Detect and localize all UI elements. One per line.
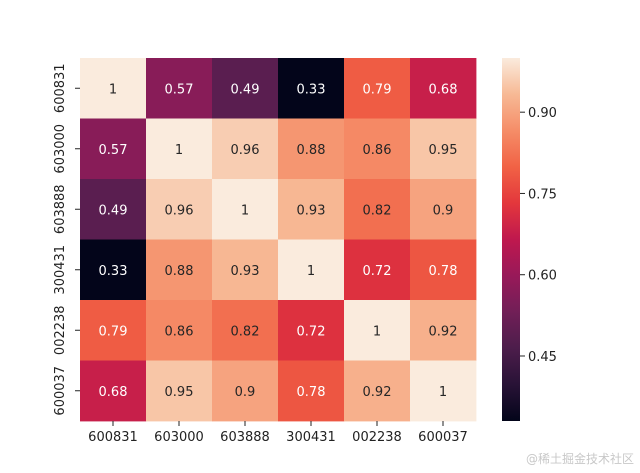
heatmap-cell-r3-c5 [410,239,477,301]
row-tick-label-1: 603000 [53,124,68,174]
heatmap-cell-r5-c2 [212,360,279,422]
heatmap-cell-r5-c0 [80,360,147,422]
colorbar-tick-label-3: 0.90 [528,106,557,121]
cell-value-label-r1-c2: 0.96 [231,143,260,158]
heatmap-cell-r1-c0 [80,118,147,180]
row-tick-label-4: 002238 [53,305,68,355]
column-tick-label-2: 603888 [220,430,270,445]
heatmap-cell-r4-c0 [80,300,147,361]
cell-value-label-r5-c3: 0.78 [297,385,326,400]
cell-value-label-r3-c3: 1 [307,264,315,279]
cell-value-label-r0-c2: 0.49 [231,82,260,97]
heatmap-cell-r3-c0 [80,239,147,301]
cell-value-label-r5-c5: 1 [439,385,447,400]
heatmap-cell-r0-c3 [278,58,345,119]
heatmap-cell-r1-c1 [146,118,213,180]
heatmap-cell-r3-c2 [212,239,279,301]
cell-value-label-r0-c4: 0.79 [363,82,392,97]
cell-value-label-r4-c3: 0.72 [297,324,326,339]
cell-value-label-r4-c0: 0.79 [99,324,128,339]
cell-value-label-r0-c1: 0.57 [165,82,194,97]
cell-value-label-r1-c3: 0.88 [297,143,326,158]
row-tick-label-0: 600831 [53,63,68,113]
heatmap-cell-r4-c2 [212,300,279,361]
heatmap-cell-r2-c2 [212,179,279,240]
cell-value-label-r3-c1: 0.88 [165,264,194,279]
heatmap-cell-r2-c0 [80,179,147,240]
heatmap-cell-r0-c5 [410,58,477,119]
cell-value-label-r2-c3: 0.93 [297,203,326,218]
colorbar-tick-label-1: 0.60 [528,269,557,284]
column-tick-label-4: 002238 [352,430,402,445]
column-tick-label-5: 600037 [418,430,468,445]
heatmap-cell-r1-c2 [212,118,279,180]
heatmap-cell-r1-c3 [278,118,345,180]
cell-value-label-r4-c2: 0.82 [231,324,260,339]
cell-value-label-r2-c2: 1 [241,203,249,218]
column-tick-label-3: 300431 [286,430,336,445]
heatmap-cell-r5-c5 [410,360,477,422]
cell-value-label-r3-c4: 0.72 [363,264,392,279]
row-tick-label-2: 603888 [53,184,68,234]
cell-value-label-r1-c1: 1 [175,143,183,158]
colorbar [502,58,520,421]
cell-value-label-r0-c3: 0.33 [297,82,326,97]
colorbar-tick-label-2: 0.75 [528,187,557,202]
row-tick-label-3: 300431 [53,245,68,295]
heatmap-cell-r4-c3 [278,300,345,361]
heatmap-cell-r5-c3 [278,360,345,422]
heatmap-cell-r0-c1 [146,58,213,119]
column-tick-label-1: 603000 [154,430,204,445]
colorbar-tick-label-0: 0.45 [528,350,557,365]
cell-value-label-r5-c0: 0.68 [99,385,128,400]
cell-value-label-r1-c4: 0.86 [363,143,392,158]
watermark: @稀土掘金技术社区 [525,452,634,466]
heatmap-cell-r2-c4 [344,179,411,240]
heatmap-cell-r0-c4 [344,58,411,119]
heatmap-cell-r5-c1 [146,360,213,422]
cell-value-label-r1-c5: 0.95 [429,143,458,158]
heatmap-cell-r0-c0 [80,58,147,119]
cell-value-label-r2-c5: 0.9 [433,203,454,218]
cell-value-label-r4-c1: 0.86 [165,324,194,339]
heatmap-cell-r0-c2 [212,58,279,119]
heatmap-cell-r1-c5 [410,118,477,180]
heatmap-cell-r3-c3 [278,239,345,301]
heatmap-cell-r2-c5 [410,179,477,240]
cell-value-label-r4-c5: 0.92 [429,324,458,339]
heatmap-cell-r4-c4 [344,300,411,361]
heatmap-cell-r2-c3 [278,179,345,240]
cell-value-label-r5-c4: 0.92 [363,385,392,400]
row-tick-label-5: 600037 [53,366,68,416]
cell-value-label-r1-c0: 0.57 [99,143,128,158]
heatmap-cell-r5-c4 [344,360,411,422]
cell-value-label-r3-c2: 0.93 [231,264,260,279]
cell-value-label-r4-c4: 1 [373,324,381,339]
heatmap-cell-r1-c4 [344,118,411,180]
heatmap-cell-r2-c1 [146,179,213,240]
cell-value-label-r3-c5: 0.78 [429,264,458,279]
cell-value-label-r2-c4: 0.82 [363,203,392,218]
heatmap-cell-r4-c1 [146,300,213,361]
cell-value-label-r2-c0: 0.49 [99,203,128,218]
cell-value-label-r3-c0: 0.33 [99,264,128,279]
cell-value-label-r5-c1: 0.95 [165,385,194,400]
cell-value-label-r5-c2: 0.9 [235,385,256,400]
heatmap-cell-r3-c4 [344,239,411,301]
cell-value-label-r0-c0: 1 [109,82,117,97]
heatmap-cell-r3-c1 [146,239,213,301]
cell-value-label-r2-c1: 0.96 [165,203,194,218]
column-tick-label-0: 600831 [88,430,138,445]
cell-value-label-r0-c5: 0.68 [429,82,458,97]
heatmap-cell-r4-c5 [410,300,477,361]
